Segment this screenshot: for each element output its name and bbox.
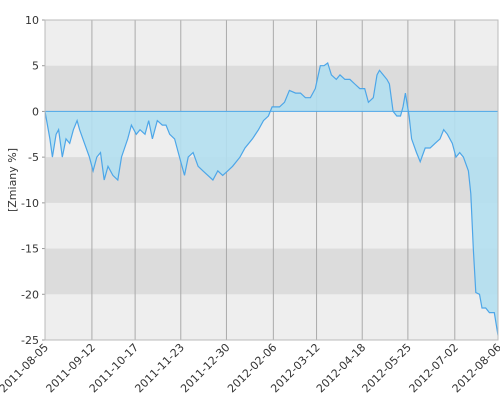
- y-tick-label: -10: [21, 197, 39, 210]
- y-tick-label: -20: [21, 288, 39, 301]
- band: [45, 65, 498, 112]
- y-tick-label: 10: [25, 14, 39, 27]
- y-tick-label: -5: [28, 151, 39, 164]
- y-tick-label: 5: [32, 60, 39, 73]
- y-tick-label: -15: [21, 243, 39, 256]
- y-tick-label: 0: [32, 105, 39, 118]
- x-tick-label: 2012-05-25: [360, 341, 414, 395]
- y-axis-label: [Zmiany %]: [6, 148, 19, 212]
- band: [45, 248, 498, 295]
- plot-border: [44, 19, 499, 341]
- x-tick-label: 2011-12-30: [178, 341, 232, 395]
- y-tick-label: -25: [21, 334, 39, 347]
- line: [44, 62, 499, 336]
